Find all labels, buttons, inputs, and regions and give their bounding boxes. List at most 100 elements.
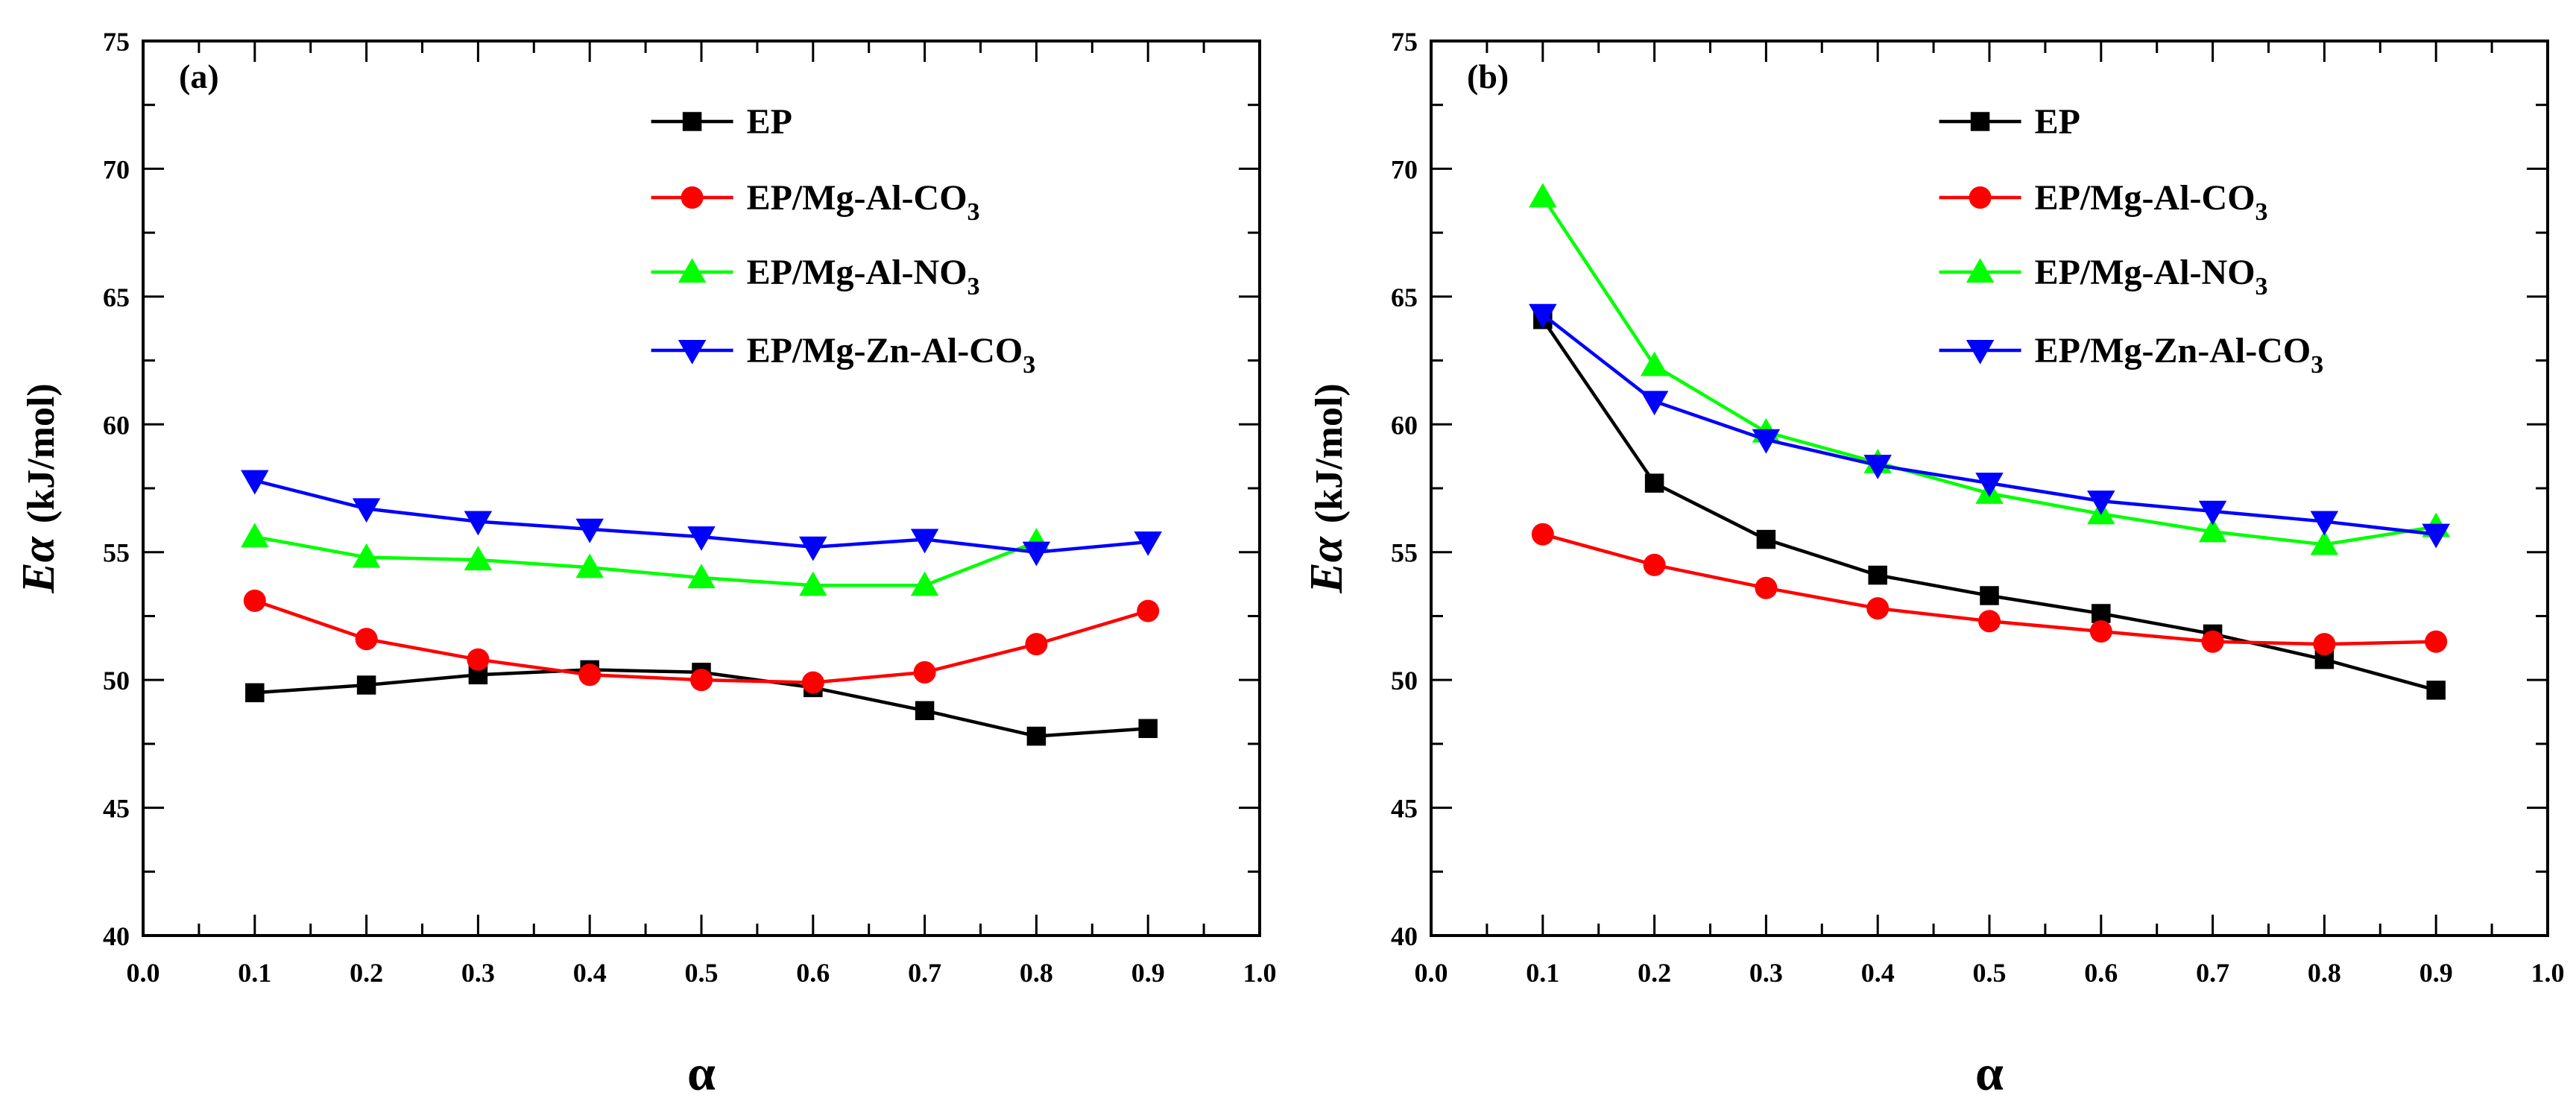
series-ep-point-4 bbox=[1980, 586, 1999, 605]
legend-label-subscript: 3 bbox=[967, 198, 980, 226]
y-axis-title-unit: (kJ/mol) bbox=[20, 383, 63, 523]
legend-label-subscript: 3 bbox=[967, 273, 980, 300]
y-axis-title-unit: (kJ/mol) bbox=[1308, 383, 1351, 523]
x-tick-label: 0.9 bbox=[1131, 958, 1165, 988]
legend-item-ep-mg-al-co3: EP/Mg-Al-CO3 bbox=[1939, 178, 2268, 226]
series-ep-point-8 bbox=[1138, 719, 1158, 739]
x-tick-label: 0.1 bbox=[1526, 958, 1559, 988]
y-tick-label: 70 bbox=[1391, 154, 1418, 184]
x-tick-label: 0.6 bbox=[796, 958, 830, 988]
series-ep-mg-al-co3-point-5 bbox=[801, 671, 824, 694]
legend-label-main: EP/Mg-Al-CO bbox=[747, 178, 967, 218]
legend-label: EP/Mg-Al-CO3 bbox=[747, 178, 980, 226]
legend-label: EP/Mg-Al-CO3 bbox=[2035, 178, 2268, 226]
legend: EP EP/Mg-Al-CO3 EP/Mg-Al-NO3 EP/Mg-Zn-Al-CO… bbox=[1939, 102, 2324, 379]
y-tick-label: 65 bbox=[103, 283, 130, 312]
y-tick-label: 40 bbox=[103, 921, 130, 951]
chart-panel-b: 0.0 0.1 0.2 0.3 0.4 0.5 0.6 0.7 0.8 0.9 1.0 40 45 50 5… bbox=[1301, 27, 2565, 1101]
legend-item-ep: EP bbox=[1939, 102, 2080, 142]
legend-ep-point-0 bbox=[1970, 112, 1990, 131]
x-tick-label: 0.8 bbox=[2308, 958, 2341, 988]
panel-label: (a) bbox=[179, 57, 219, 95]
series-ep-mg-al-co3-point-6 bbox=[2201, 630, 2224, 653]
x-tick-label: 0.1 bbox=[238, 958, 271, 988]
series-ep-point-5 bbox=[2092, 604, 2111, 623]
series-ep-mg-al-co3-point-0 bbox=[1531, 523, 1554, 546]
series-ep-mg-zn-al-co3-point-0 bbox=[241, 470, 269, 495]
series-ep-mg-al-co3-point-4 bbox=[1978, 610, 2001, 633]
series-ep-mg-al-co3-point-1 bbox=[355, 628, 378, 651]
series-ep-mg-al-co3-point-7 bbox=[2313, 633, 2336, 656]
x-axis-title: α bbox=[687, 1044, 716, 1101]
series-ep-mg-zn-al-co3-point-3 bbox=[575, 518, 604, 543]
series-ep-mg-al-no3-point-5 bbox=[799, 571, 827, 596]
series-ep-mg-zn-al-co3-point-7 bbox=[2310, 511, 2339, 536]
y-axis-title-symbol: Eα bbox=[1301, 535, 1352, 593]
legend-label: EP/Mg-Zn-Al-CO3 bbox=[747, 331, 1036, 379]
series-ep-mg-al-co3-point-3 bbox=[578, 663, 602, 687]
series-ep-mg-zn-al-co3-point-8 bbox=[1134, 531, 1162, 556]
x-tick-label: 0.2 bbox=[350, 958, 383, 988]
series-ep-mg-zn-al-co3-point-7 bbox=[1022, 541, 1051, 567]
legend-label-main: EP/Mg-Zn-Al-CO bbox=[2035, 331, 2311, 370]
series-ep-mg-al-no3-point-6 bbox=[910, 571, 939, 596]
x-tick-label: 1.0 bbox=[1243, 958, 1277, 988]
legend-label: EP/Mg-Al-NO3 bbox=[2035, 253, 2268, 300]
x-tick-label: 0.9 bbox=[2419, 958, 2453, 988]
x-tick-label: 0.5 bbox=[685, 958, 719, 988]
series-ep-mg-zn-al-co3-point-2 bbox=[1752, 429, 1781, 454]
legend-item-ep: EP bbox=[651, 102, 792, 142]
legend-label: EP/Mg-Zn-Al-CO3 bbox=[2035, 331, 2324, 379]
x-tick-label: 0.0 bbox=[1415, 958, 1448, 988]
series-ep-point-2 bbox=[1756, 529, 1776, 549]
y-axis-title: Eα (kJ/mol) bbox=[1301, 383, 1352, 593]
legend-item-ep-mg-zn-al-co3: EP/Mg-Zn-Al-CO3 bbox=[1939, 331, 2324, 379]
x-tick-label: 0.3 bbox=[1749, 958, 1783, 988]
legend-ep-mg-al-no3-point-0 bbox=[1966, 258, 1995, 283]
x-tick-label: 0.4 bbox=[1861, 958, 1895, 988]
plot-frame bbox=[142, 40, 1261, 937]
y-tick-label: 40 bbox=[1391, 921, 1418, 951]
series-ep-mg-al-no3-point-3 bbox=[575, 553, 604, 578]
series-line-ep-mg-al-no3 bbox=[254, 534, 1038, 587]
series-ep-mg-al-no3-point-2 bbox=[464, 546, 493, 571]
series-ep-mg-zn-al-co3-point-4 bbox=[1975, 473, 2004, 497]
legend-ep-point-0 bbox=[682, 112, 702, 131]
y-tick-label: 50 bbox=[103, 666, 130, 695]
series-ep-mg-al-co3-point-7 bbox=[1025, 633, 1048, 656]
y-tick-label: 50 bbox=[1391, 666, 1418, 695]
y-tick-label: 65 bbox=[1391, 283, 1418, 312]
series-ep-mg-al-co3-point-0 bbox=[243, 589, 266, 612]
x-tick-label: 0.0 bbox=[127, 958, 160, 988]
series-ep-mg-al-co3-point-1 bbox=[1643, 553, 1666, 576]
x-tick-label: 0.6 bbox=[2084, 958, 2118, 988]
legend-item-ep-mg-al-no3: EP/Mg-Al-NO3 bbox=[651, 253, 980, 300]
series-ep-mg-zn-al-co3-point-3 bbox=[1863, 455, 1892, 479]
x-axis-title: α bbox=[1975, 1044, 2004, 1101]
series-ep-point-7 bbox=[1026, 726, 1046, 746]
y-tick-label: 45 bbox=[1391, 794, 1418, 824]
y-tick-label: 75 bbox=[1391, 27, 1418, 57]
series-ep-mg-al-co3-point-5 bbox=[2089, 620, 2112, 643]
legend: EPEP/Mg-Al-CO3EP/Mg-Al-NO3EP/Mg-Zn-Al-CO… bbox=[651, 102, 1036, 379]
series-ep-mg-al-no3-point-0 bbox=[241, 523, 269, 548]
series-ep-mg-zn-al-co3-point-0 bbox=[1529, 303, 1557, 329]
x-tick-label: 0.2 bbox=[1638, 958, 1671, 988]
chart-panel-a: 0.0 0.1 0.2 0.3 0.4 0.5 0.6 0.7 0.8 0.9 1.0 40 45 50 5… bbox=[13, 27, 1277, 1101]
legend-item-ep-mg-al-no3: EP/Mg-Al-NO3 bbox=[1939, 253, 2268, 300]
legend-label-subscript: 3 bbox=[1023, 351, 1035, 379]
series-ep-mg-al-co3-point-8 bbox=[1137, 599, 1160, 622]
legend-label-main: EP/Mg-Zn-Al-CO bbox=[747, 331, 1023, 370]
legend-ep-mg-al-no3-point-0 bbox=[678, 258, 707, 283]
x-tick-label: 1.0 bbox=[2531, 958, 2565, 988]
series-ep-mg-zn-al-co3-point-1 bbox=[1640, 391, 1669, 416]
y-tick-label: 55 bbox=[103, 538, 130, 568]
x-tick-label: 0.4 bbox=[573, 958, 607, 988]
legend-label-main: EP/Mg-Al-NO bbox=[747, 253, 967, 292]
series-ep-mg-al-no3-point-0 bbox=[1529, 183, 1557, 208]
series-ep-point-3 bbox=[1868, 565, 1887, 585]
legend-ep-mg-al-co3-point-0 bbox=[1969, 186, 1992, 209]
series-ep-mg-zn-al-co3-point-5 bbox=[799, 536, 827, 561]
series-ep-mg-al-co3-point-3 bbox=[1866, 597, 1890, 620]
